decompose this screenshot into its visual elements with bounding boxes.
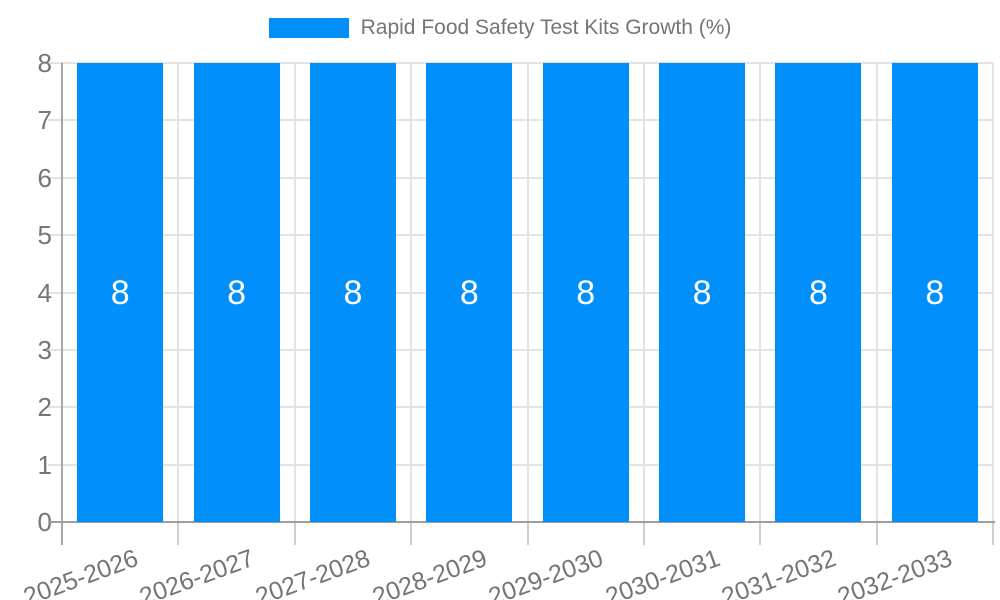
- x-gridline: [177, 63, 180, 522]
- y-tick-label: 5: [37, 220, 52, 251]
- y-gridline: [48, 348, 993, 351]
- y-tick-label: 1: [37, 449, 52, 480]
- x-tick-label: 2025-2026: [19, 544, 142, 600]
- y-gridline: [48, 406, 993, 409]
- y-tick-label: 7: [37, 105, 52, 136]
- y-tick-label: 0: [37, 507, 52, 537]
- x-gridline: [410, 63, 413, 522]
- bar-value-label: 8: [110, 273, 130, 312]
- bar-value-label: 8: [692, 273, 712, 312]
- bar[interactable]: [891, 63, 978, 522]
- y-tick-label: 2: [37, 392, 52, 423]
- x-axis-tick: [875, 522, 878, 545]
- x-axis-tick: [293, 522, 296, 545]
- x-tick-label: 2028-2029: [368, 544, 491, 600]
- x-gridline: [992, 63, 994, 522]
- bar[interactable]: [426, 63, 513, 522]
- x-gridline: [759, 63, 762, 522]
- x-gridline: [293, 63, 296, 522]
- x-tick-label: 2032-2033: [834, 544, 957, 600]
- y-tick-label: 8: [37, 48, 52, 78]
- bar-value-label: 8: [343, 273, 363, 312]
- x-gridline: [526, 63, 529, 522]
- bar-value-label: 8: [459, 273, 479, 312]
- x-tick-label: 2030-2031: [601, 544, 724, 600]
- x-axis-tick: [642, 522, 645, 545]
- y-gridline: [48, 291, 993, 294]
- x-axis-tick: [992, 522, 994, 545]
- x-tick-label: 2029-2030: [484, 544, 607, 600]
- bar[interactable]: [775, 63, 862, 522]
- bar[interactable]: [193, 63, 280, 522]
- legend-item[interactable]: Rapid Food Safety Test Kits Growth (%): [268, 16, 732, 40]
- bar-value-label: 8: [576, 273, 596, 312]
- bar-value-label: 8: [808, 273, 828, 312]
- legend-label: Rapid Food Safety Test Kits Growth (%): [360, 16, 732, 39]
- bar[interactable]: [309, 63, 396, 522]
- x-axis-tick: [759, 522, 762, 545]
- y-gridline: [48, 463, 993, 466]
- bar-value-label: 8: [227, 273, 247, 312]
- y-tick-label: 6: [37, 162, 52, 193]
- x-axis-tick: [526, 522, 529, 545]
- bar[interactable]: [659, 63, 746, 522]
- bar[interactable]: [77, 63, 164, 522]
- y-gridline: [48, 176, 993, 179]
- y-axis-line: [61, 63, 63, 545]
- x-axis-tick: [410, 522, 413, 545]
- x-axis-tick: [177, 522, 180, 545]
- x-gridline: [642, 63, 645, 522]
- y-gridline: [48, 234, 993, 237]
- legend-swatch-icon: [268, 18, 349, 38]
- x-tick-label: 2026-2027: [135, 544, 258, 600]
- x-tick-label: 2031-2032: [717, 544, 840, 600]
- x-axis-line: [48, 521, 995, 523]
- bar-value-label: 8: [925, 273, 945, 312]
- y-gridline: [48, 119, 993, 122]
- legend: Rapid Food Safety Test Kits Growth (%): [0, 16, 1000, 40]
- x-tick-label: 2027-2028: [252, 544, 375, 600]
- y-tick-label: 3: [37, 334, 52, 365]
- y-gridline: [48, 62, 993, 64]
- bar[interactable]: [542, 63, 629, 522]
- x-gridline: [875, 63, 878, 522]
- y-tick-label: 4: [37, 277, 52, 308]
